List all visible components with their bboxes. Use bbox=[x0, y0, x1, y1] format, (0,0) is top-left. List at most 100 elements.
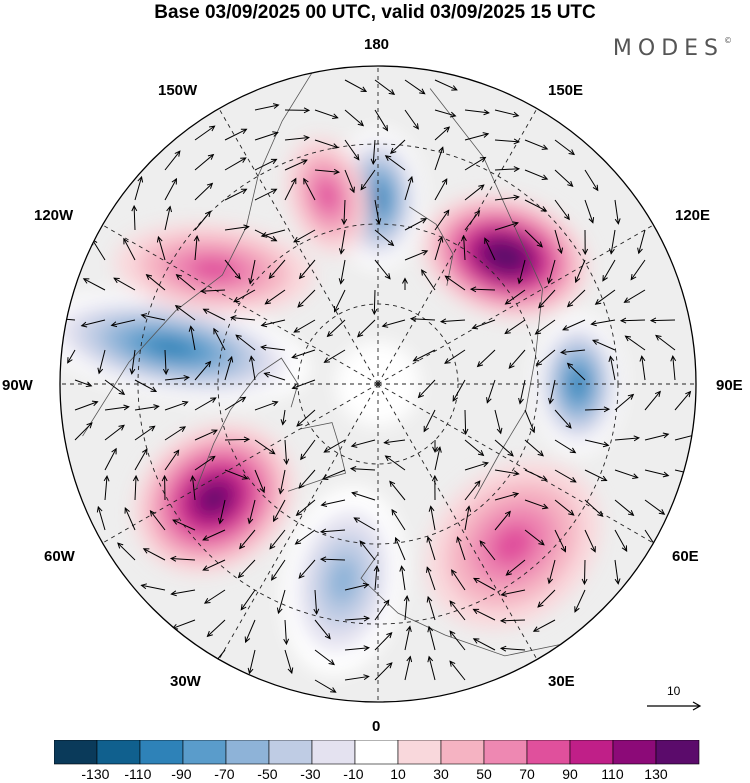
wind-arrow bbox=[584, 529, 596, 553]
wind-arrow bbox=[574, 259, 586, 284]
wind-arrow bbox=[240, 589, 256, 611]
wind-arrow bbox=[374, 599, 390, 621]
wind-arrow bbox=[356, 319, 376, 338]
wind-arrow bbox=[434, 109, 457, 118]
wind-arrow bbox=[538, 289, 556, 309]
wind-arrow bbox=[547, 559, 556, 585]
wind-arrow bbox=[194, 125, 216, 141]
wind-arrow bbox=[566, 289, 586, 308]
anomaly-contour bbox=[148, 338, 195, 357]
colorbar-tick-label: -10 bbox=[343, 766, 364, 782]
wind-arrow bbox=[134, 379, 158, 392]
wind-arrow bbox=[630, 259, 646, 281]
anomaly-contour bbox=[327, 557, 359, 605]
wind-arrow bbox=[412, 349, 436, 362]
wind-arrow bbox=[351, 491, 376, 501]
wind-arrow bbox=[224, 128, 248, 141]
low-100W-anomaly bbox=[60, 292, 310, 403]
high-125W-anomaly bbox=[114, 223, 314, 315]
wind-arrow bbox=[319, 528, 346, 535]
wind-arrow bbox=[248, 259, 256, 285]
lon-label-180: 180 bbox=[364, 36, 390, 53]
wind-arrow bbox=[394, 536, 406, 561]
meridian-line bbox=[377, 224, 654, 385]
lon-label-60e: 60E bbox=[672, 548, 699, 565]
wind-arrow bbox=[333, 289, 346, 313]
wind-arrow bbox=[96, 505, 106, 531]
wind-arrow bbox=[471, 319, 496, 330]
wind-arrow bbox=[608, 229, 616, 255]
wind-arrow bbox=[338, 229, 346, 255]
colorbar-swatch bbox=[96, 740, 141, 765]
wind-arrow bbox=[494, 221, 519, 231]
wind-arrow bbox=[284, 135, 310, 141]
wind-arrow bbox=[104, 404, 130, 411]
colorbar-tick-label: 110 bbox=[601, 766, 624, 782]
wind-arrow bbox=[370, 139, 377, 166]
wind-arrow bbox=[524, 499, 549, 510]
high-40E-anomaly bbox=[425, 461, 601, 629]
wind-arrow bbox=[590, 319, 616, 327]
wind-arrow bbox=[524, 169, 549, 180]
wind-arrow bbox=[399, 565, 406, 591]
wind-arrow bbox=[402, 277, 408, 291]
wind-arrow bbox=[584, 406, 611, 413]
wind-arrow bbox=[194, 397, 217, 411]
wind-arrow bbox=[134, 404, 160, 411]
wind-arrow bbox=[449, 600, 466, 621]
wind-arrow bbox=[554, 439, 577, 454]
brand-logo: MODES© bbox=[613, 36, 732, 61]
wind-arrow bbox=[670, 354, 677, 381]
wind-arrow bbox=[499, 617, 526, 624]
colorbar bbox=[54, 740, 700, 765]
anomaly-contour bbox=[317, 180, 338, 211]
wind-arrow bbox=[554, 139, 576, 156]
wind-arrow bbox=[464, 439, 485, 457]
lon-label-30e: 30E bbox=[548, 673, 575, 690]
wind-arrow bbox=[554, 229, 564, 255]
lon-label-150e: 150E bbox=[548, 82, 584, 99]
wind-arrow bbox=[224, 436, 251, 443]
wind-arrow bbox=[254, 103, 280, 111]
wind-arrow bbox=[432, 439, 438, 453]
wind-arrow bbox=[224, 469, 249, 480]
wind-arrow bbox=[602, 259, 616, 282]
wind-arrow bbox=[464, 480, 481, 501]
wind-arrow bbox=[344, 169, 355, 194]
wind-arrow bbox=[409, 316, 436, 322]
colorbar-swatch bbox=[225, 740, 270, 765]
wind-arrow bbox=[161, 474, 168, 501]
wind-arrow bbox=[134, 425, 156, 441]
wind-arrow bbox=[494, 439, 514, 457]
reference-arrow-icon bbox=[647, 701, 702, 711]
wind-arrow bbox=[326, 319, 346, 338]
wind-arrow bbox=[260, 344, 286, 351]
coastline bbox=[360, 553, 561, 657]
wind-arrow bbox=[464, 184, 485, 201]
wind-arrow bbox=[224, 355, 234, 381]
wind-arrow bbox=[260, 229, 286, 238]
wind-arrow bbox=[124, 507, 136, 531]
coastline bbox=[82, 72, 313, 437]
wind-arrow bbox=[206, 619, 226, 638]
wind-arrow bbox=[464, 461, 489, 471]
anomaly-contour bbox=[494, 248, 516, 265]
wind-arrow bbox=[494, 491, 520, 501]
wind-arrow bbox=[494, 409, 503, 435]
wind-arrow bbox=[350, 439, 376, 448]
wind-arrow bbox=[427, 655, 436, 681]
wind-arrow bbox=[494, 166, 521, 172]
wind-arrow bbox=[344, 109, 365, 127]
high-55W-anomaly bbox=[133, 423, 295, 574]
wind-arrow bbox=[97, 349, 106, 375]
wind-arrow bbox=[303, 177, 316, 201]
wind-arrow bbox=[202, 308, 226, 321]
wind-arrow bbox=[547, 259, 556, 285]
wind-arrow bbox=[494, 510, 511, 531]
meridian-line bbox=[218, 383, 379, 660]
lon-label-120e: 120E bbox=[675, 207, 711, 224]
colorbar-swatch bbox=[54, 740, 98, 765]
wind-arrow bbox=[614, 199, 621, 225]
wind-arrow bbox=[374, 631, 393, 651]
wind-arrow bbox=[164, 449, 180, 471]
